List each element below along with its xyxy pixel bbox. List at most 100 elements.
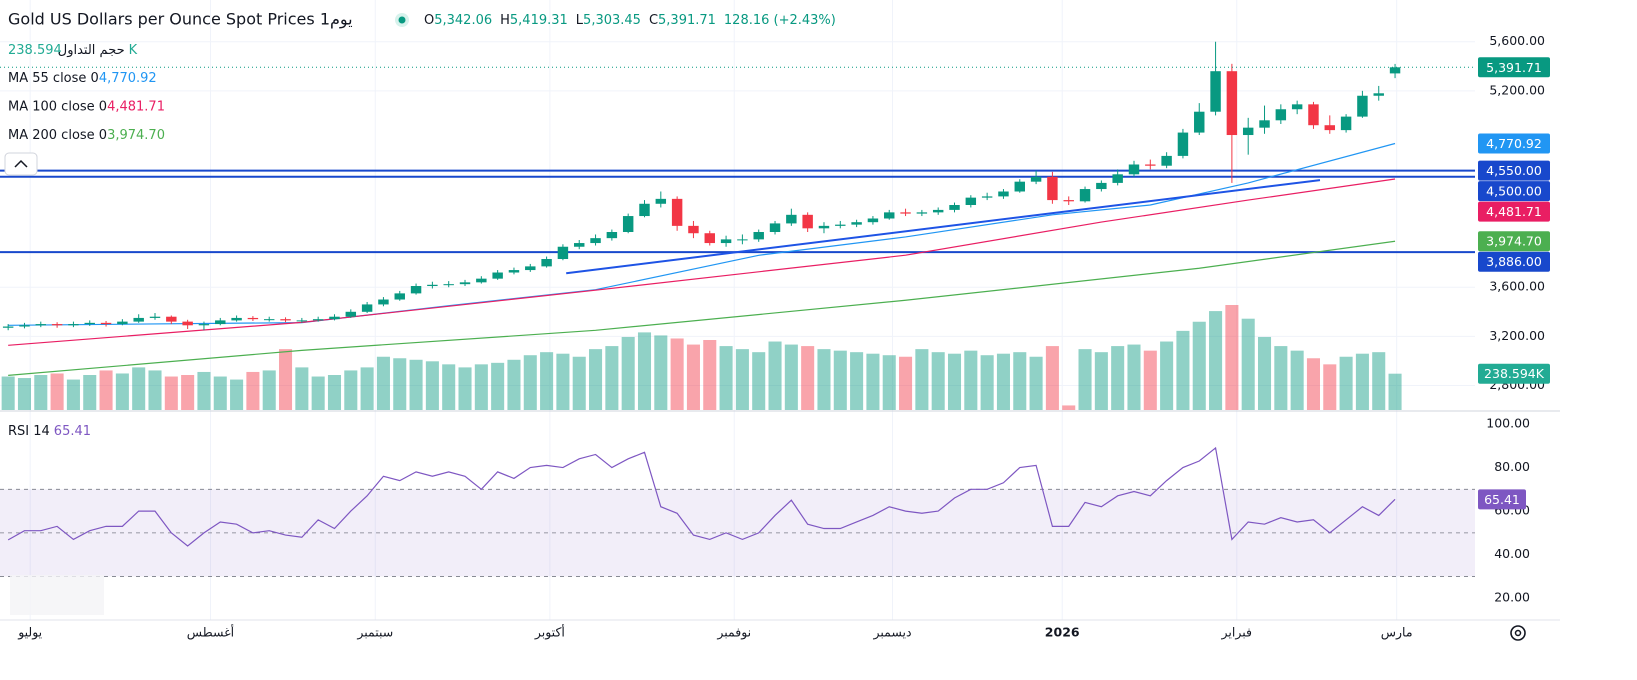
price-label: 238.594K [1484,366,1545,381]
gear-inner [1514,629,1522,637]
volume-bar [1143,350,1157,410]
volume-bar [327,375,342,410]
volume-bar [246,371,260,410]
rsi-label: 65.41 [1484,492,1520,507]
candle-body [329,316,340,320]
legend-value: 4,770.92 [99,71,157,86]
candle-body [606,232,618,239]
volume-bar [376,356,390,410]
candle-body [476,278,487,283]
volume-bar [589,349,603,410]
x-tick-label: نوفمبر [716,625,751,641]
volume-bar [1209,311,1223,410]
volume-bar [1241,318,1255,410]
legend-value: 4,481.71 [107,99,165,114]
volume-bar [1372,352,1386,410]
volume-bar [1029,356,1043,410]
x-tick-label: أغسطس [187,624,234,641]
volume-bar [66,379,80,410]
volume-bar [1225,305,1239,410]
collapse-button[interactable] [4,152,38,176]
settings-button[interactable] [1510,625,1526,641]
candle-body [1340,116,1352,131]
logo-placeholder [10,575,104,615]
candle-body [2,326,14,328]
candle-body [655,198,667,204]
volume-bar [719,346,733,410]
volume-bar [279,349,293,410]
volume-bar [295,367,309,410]
legend-name: MA 55 close 0 [8,71,99,86]
candle-body [688,225,699,234]
candle-body [851,222,862,225]
status-dot-inner [398,16,406,24]
volume-bar [1306,358,1320,410]
x-tick-label: يوليو [17,625,42,641]
volume-bar [1192,321,1206,410]
candle-body [818,225,830,229]
quote-value: 5,419.31 [510,13,568,28]
volume-bar [1078,349,1092,410]
candle-body [786,214,797,224]
volume-bar [1388,373,1402,410]
legend-name: MA 200 close 0 [8,128,107,143]
volume-bar [164,376,178,410]
candle-body [1308,104,1319,126]
quote-change: 128.16 (+2.43%) [724,13,836,28]
quote: O5,342.06 H5,419.31 L5,303.45 C5,391.71 128.… [424,13,836,28]
volume-bar [1323,364,1337,410]
price-pane [0,41,1475,410]
price-label-box [1478,201,1550,222]
candle-body [263,319,275,321]
price-label-box [1478,160,1550,181]
candle-body [378,299,389,305]
quote-label: O [424,13,434,28]
volume-bar [866,353,880,410]
candle-body [410,286,422,294]
candle-body [133,317,144,322]
quote-value: 5,303.45 [583,13,641,28]
volume-bar [262,370,276,410]
volume-bar [637,332,652,410]
candle-body [1079,189,1091,202]
price-label-box [1478,363,1550,384]
candle-body [932,209,944,213]
candle-body [247,317,259,320]
volume-bar [670,338,684,410]
quote-value: 5,391.71 [658,13,716,28]
candle-body [965,197,977,205]
candle-body [182,321,193,326]
candle-body [394,293,405,300]
volume-bar [491,362,505,410]
price-label: 4,770.92 [1486,136,1542,151]
candle-body [1145,164,1156,166]
volume-bar [1094,352,1108,410]
candle-body [916,212,928,214]
volume-bar [34,375,48,410]
candle-body [1030,176,1042,182]
x-tick-label: سبتمبر [356,625,393,641]
candle-body [68,324,79,326]
rsi-label-box [1478,489,1526,510]
candle-body [737,239,748,241]
collapse-box[interactable] [4,152,38,176]
volume-bar [311,376,325,410]
candle-body [361,304,373,312]
candle-body [280,319,291,321]
candle-body [753,232,764,240]
volume-bar [980,355,994,410]
candle-body [149,316,161,318]
candle-body [1259,120,1270,128]
volume-bar [996,353,1010,410]
volume-bar [752,352,766,410]
candle-body [981,196,993,198]
volume-bar [393,358,407,410]
price-label: 4,550.00 [1486,163,1542,178]
candle-body [1389,67,1401,74]
rsi-tick-label: 40.00 [1494,546,1530,561]
y-tick-label: 5,600.00 [1489,33,1545,48]
candle-body [1161,155,1172,166]
volume-bar [1339,356,1353,410]
candle-body [1324,125,1336,131]
candle-body [312,319,324,321]
